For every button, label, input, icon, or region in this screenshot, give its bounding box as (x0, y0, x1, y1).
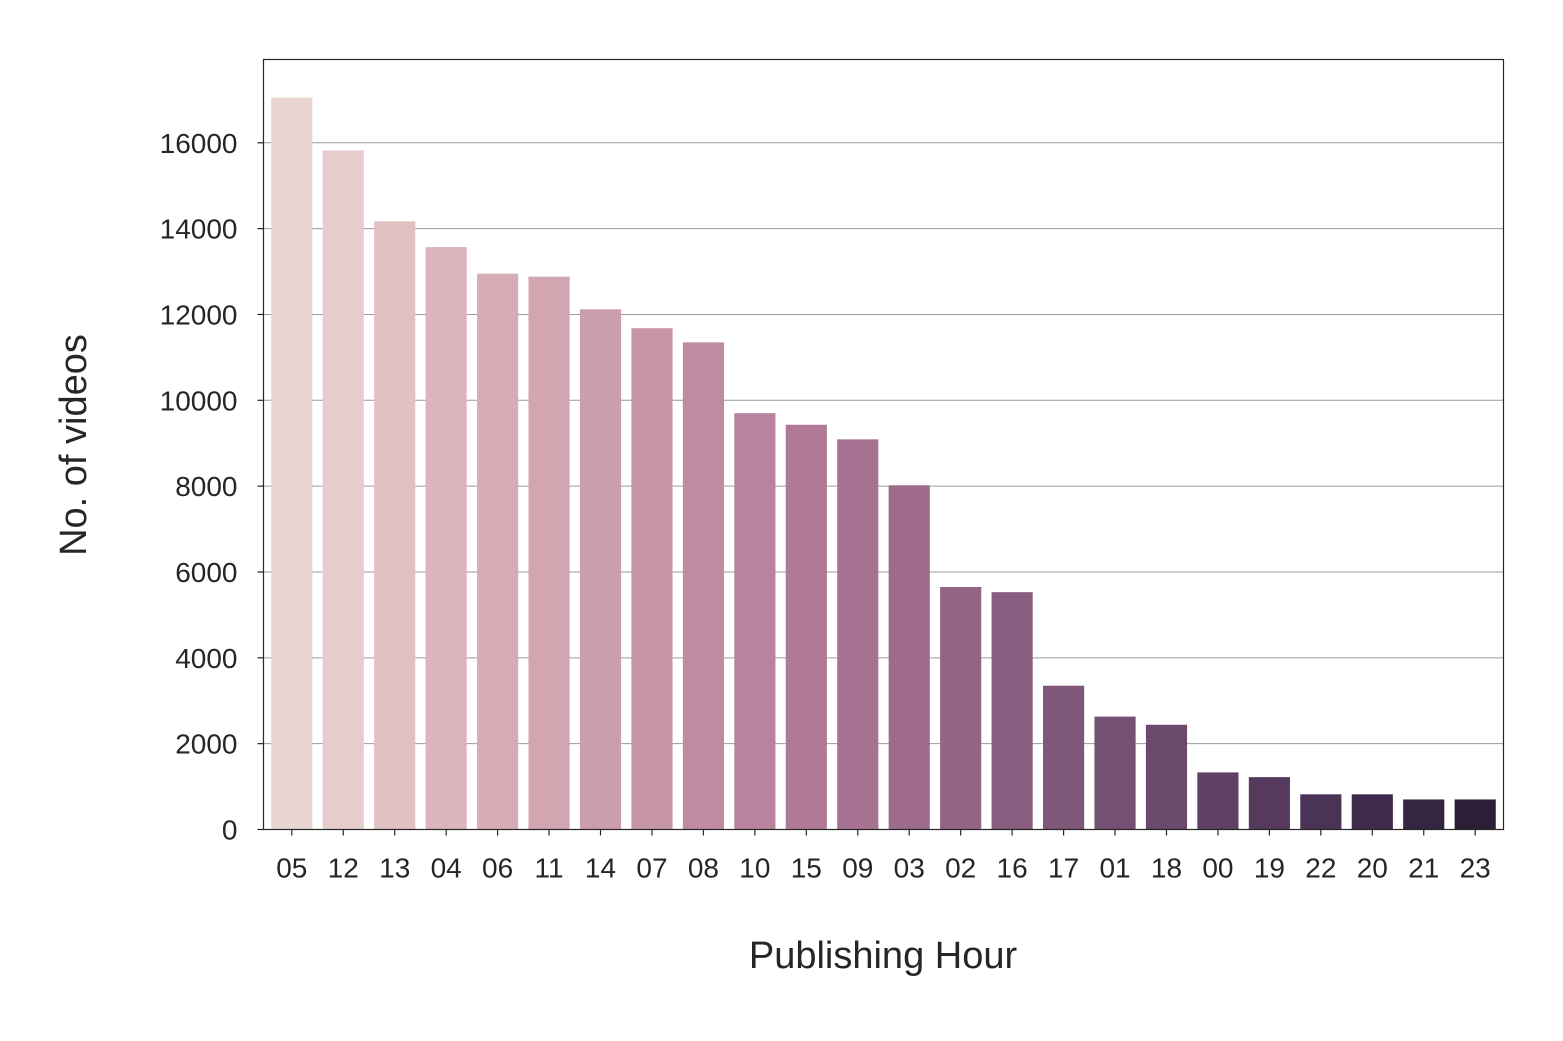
bar-00 (1197, 772, 1239, 830)
y-tick-label: 2000 (175, 729, 237, 760)
bars (271, 97, 1496, 830)
x-tick-label: 22 (1305, 853, 1336, 884)
bar-01 (1094, 716, 1136, 830)
x-tick-label: 21 (1408, 853, 1439, 884)
y-tick-label: 6000 (175, 557, 237, 588)
x-tick-label: 01 (1099, 853, 1130, 884)
x-tick-label: 19 (1254, 853, 1285, 884)
y-tick-label: 16000 (160, 128, 238, 159)
x-tick-label: 20 (1357, 853, 1388, 884)
bar-14 (579, 309, 622, 830)
y-axis-label: No. of videos (53, 334, 95, 556)
x-tick-label: 04 (431, 853, 462, 884)
bar-05 (271, 97, 313, 830)
x-tick-label: 16 (997, 853, 1028, 884)
bar-20 (1351, 794, 1393, 830)
x-tick-label: 12 (328, 853, 359, 884)
x-tick-label: 02 (945, 853, 976, 884)
bar-03 (888, 485, 930, 830)
bar-06 (477, 273, 519, 830)
bar-15 (785, 424, 827, 830)
bar-17 (1043, 685, 1085, 830)
bar-18 (1145, 724, 1188, 830)
x-tick-label: 14 (585, 853, 616, 884)
x-tick-label: 13 (379, 853, 410, 884)
y-axis-ticks: 0 2000 4000 6000 8000 10000 12000 14000 16000 (160, 128, 264, 846)
x-axis-label: Publishing Hour (749, 935, 1018, 977)
bar-08 (682, 342, 724, 830)
x-tick-label: 11 (535, 853, 564, 884)
y-tick-label: 0 (222, 815, 238, 846)
bar-07 (631, 328, 673, 830)
x-tick-label: 06 (482, 853, 513, 884)
x-tick-label: 17 (1048, 853, 1079, 884)
bar-16 (991, 592, 1033, 830)
x-tick-label: 08 (688, 853, 719, 884)
x-tick-label: 09 (842, 853, 873, 884)
y-tick-label: 14000 (160, 214, 238, 245)
bar-04 (425, 247, 467, 830)
bar-23 (1454, 799, 1496, 830)
grid-lines (263, 142, 1504, 745)
plot-frame (262, 58, 1505, 831)
y-tick-label: 10000 (160, 385, 238, 416)
bar-09 (837, 439, 879, 830)
x-tick-label: 15 (791, 853, 822, 884)
x-tick-label: 05 (276, 853, 307, 884)
x-tick-label: 03 (894, 853, 925, 884)
bar-10 (734, 413, 776, 830)
x-tick-label: 18 (1151, 853, 1182, 884)
x-tick-label: 07 (636, 853, 667, 884)
bar-02 (940, 586, 982, 830)
bar-12 (322, 150, 364, 830)
y-tick-label: 4000 (175, 643, 237, 674)
bar-13 (374, 221, 416, 830)
y-tick-label: 8000 (175, 471, 237, 502)
x-tick-label: 23 (1460, 853, 1491, 884)
x-axis-ticks: 05 12 13 04 06 11 14 07 08 10 15 09 03 02 16 17 01 18 00 19… (276, 829, 1491, 884)
y-tick-label: 12000 (160, 299, 238, 330)
bar-11 (528, 276, 570, 830)
bar-19 (1248, 777, 1290, 830)
bar-22 (1300, 794, 1342, 830)
x-tick-label: 00 (1202, 853, 1233, 884)
bar-21 (1403, 799, 1445, 830)
x-tick-label: 10 (739, 853, 770, 884)
